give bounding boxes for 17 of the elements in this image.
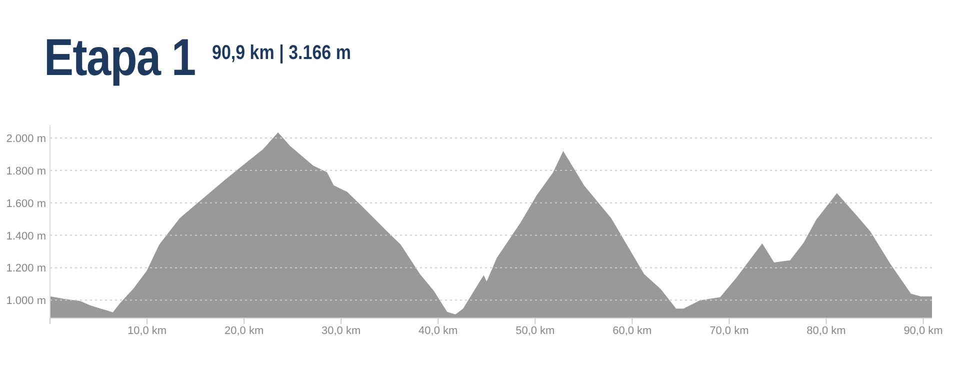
x-tick-label: 80,0 km	[806, 324, 846, 337]
y-tick-label: 1.200 m	[6, 262, 46, 275]
x-tick-label: 60,0 km	[612, 324, 652, 337]
x-tick-label: 90,0 km	[904, 324, 943, 337]
x-tick-label: 40,0 km	[418, 324, 458, 337]
y-tick-label: 1.400 m	[6, 230, 46, 242]
chart-subtitle: 90,9 km | 3.166 m	[212, 42, 351, 64]
x-tick-label: 30,0 km	[322, 324, 361, 337]
y-tick-label: 1.600 m	[6, 198, 46, 210]
x-tick-label: 10,0 km	[127, 324, 167, 337]
x-tick-label: 20,0 km	[224, 324, 264, 337]
x-tick-label: 70,0 km	[710, 324, 749, 337]
y-tick-label: 1.000 m	[6, 295, 46, 308]
x-tick-label: 50,0 km	[516, 324, 555, 337]
chart-title: Etapa 1	[44, 28, 196, 88]
y-tick-label: 1.800 m	[6, 165, 46, 178]
y-tick-label: 2.000 m	[6, 132, 46, 145]
